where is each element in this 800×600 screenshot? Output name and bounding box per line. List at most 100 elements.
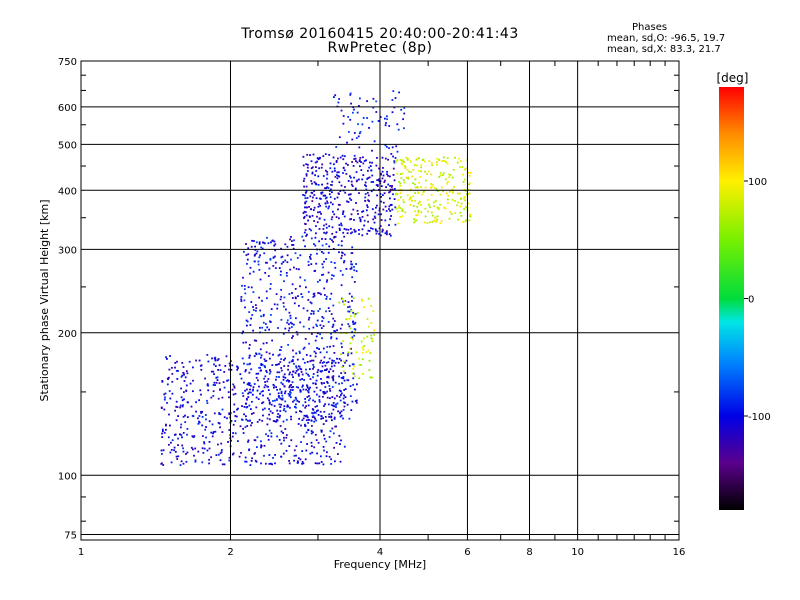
data-point: [302, 180, 305, 182]
data-point: [383, 192, 386, 195]
data-point: [280, 318, 283, 321]
data-point: [436, 157, 438, 160]
data-point: [446, 202, 449, 204]
data-point: [246, 419, 249, 422]
data-point: [258, 296, 260, 299]
data-point: [343, 253, 346, 256]
data-point: [268, 401, 271, 404]
data-point: [465, 205, 467, 208]
data-point: [332, 324, 335, 327]
data-point: [249, 266, 252, 269]
data-point: [212, 384, 215, 386]
data-point: [302, 358, 305, 361]
data-point: [274, 454, 276, 456]
data-point: [428, 160, 431, 162]
data-point: [282, 409, 285, 412]
data-point: [464, 178, 466, 181]
data-point: [361, 358, 364, 361]
data-point: [176, 360, 178, 363]
data-point: [283, 439, 285, 442]
data-point: [368, 166, 370, 169]
data-point: [322, 317, 325, 320]
data-point: [333, 236, 335, 239]
data-point: [410, 171, 413, 173]
data-point: [322, 155, 325, 157]
data-point: [296, 462, 299, 464]
data-point: [435, 161, 438, 164]
data-point: [305, 449, 308, 452]
data-point: [388, 233, 391, 235]
data-point: [395, 207, 398, 210]
data-point: [312, 296, 315, 298]
data-point: [299, 276, 302, 279]
data-point: [254, 260, 256, 263]
data-point: [330, 201, 332, 204]
data-point: [368, 176, 371, 179]
data-point: [247, 253, 250, 256]
data-point: [317, 414, 320, 416]
data-point: [454, 156, 456, 159]
data-point: [370, 227, 372, 230]
data-point: [319, 211, 321, 213]
data-point: [366, 206, 369, 208]
data-point: [417, 211, 419, 214]
data-point: [399, 216, 402, 218]
data-point: [337, 208, 339, 211]
data-point: [364, 184, 366, 186]
data-point: [221, 408, 224, 411]
data-point: [374, 228, 377, 231]
data-point: [296, 257, 299, 259]
data-point: [268, 399, 270, 402]
data-point: [216, 376, 219, 379]
data-point: [317, 369, 320, 371]
data-point: [334, 266, 337, 269]
data-point: [437, 208, 440, 211]
data-point: [246, 363, 249, 366]
data-point: [246, 262, 248, 265]
data-point: [322, 391, 325, 393]
data-point: [309, 195, 312, 198]
data-point: [291, 326, 293, 328]
data-point: [329, 345, 331, 348]
data-point: [378, 233, 380, 235]
data-point: [437, 207, 440, 210]
data-point: [359, 165, 361, 168]
data-point: [430, 173, 433, 176]
data-point: [451, 176, 454, 179]
data-point: [322, 194, 325, 197]
data-point: [326, 396, 329, 399]
data-point: [331, 216, 334, 218]
data-point: [202, 435, 204, 437]
data-point: [174, 450, 177, 453]
data-point: [327, 251, 330, 254]
data-point: [212, 370, 215, 373]
data-point: [306, 197, 309, 199]
data-point: [219, 459, 222, 462]
data-point: [337, 453, 339, 455]
data-point: [380, 234, 382, 237]
data-point: [247, 392, 250, 395]
data-point: [460, 202, 463, 205]
data-point: [333, 416, 336, 419]
data-point: [275, 293, 278, 295]
data-point: [258, 418, 261, 421]
data-point: [325, 295, 328, 298]
data-point: [355, 202, 357, 204]
data-point: [260, 364, 263, 366]
data-point: [173, 446, 176, 449]
data-point: [269, 258, 272, 261]
data-point: [268, 429, 271, 432]
data-point: [284, 327, 287, 330]
data-point: [431, 220, 434, 223]
data-point: [245, 243, 247, 245]
data-point: [347, 306, 349, 309]
data-point: [336, 394, 338, 397]
data-point: [334, 425, 337, 428]
data-point: [351, 246, 354, 249]
data-point: [286, 245, 289, 248]
data-point: [261, 363, 264, 366]
data-point: [456, 161, 459, 164]
data-point: [295, 331, 298, 333]
data-point: [192, 390, 194, 393]
data-point: [376, 204, 378, 207]
